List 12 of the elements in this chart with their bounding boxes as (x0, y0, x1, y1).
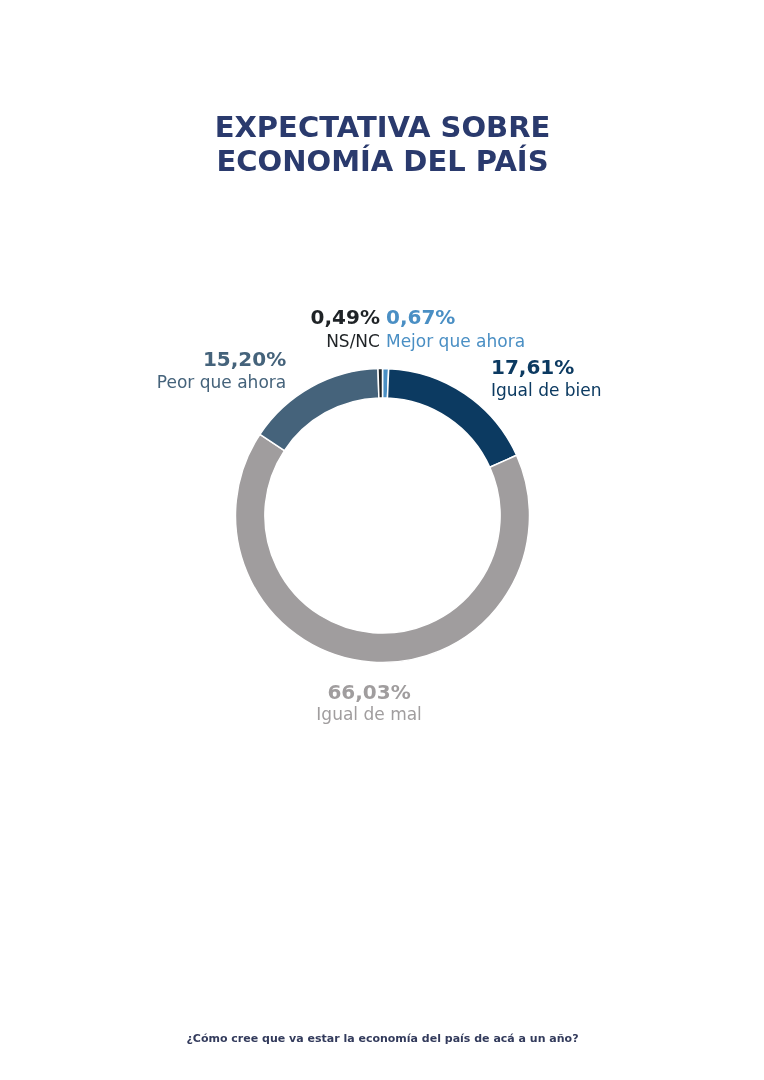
data-label: 15,20% (202, 347, 287, 372)
slice-label: NS/NC (326, 330, 380, 351)
chart-title: EXPECTATIVA SOBRE ECONOMÍA DEL PAÍS (214, 109, 551, 178)
data-label: 17,61% (491, 354, 575, 379)
slice-label: Mejor que ahora (385, 330, 526, 351)
slice-label: Peor que ahora (156, 372, 287, 393)
data-label: 0,49% (310, 304, 380, 329)
slice-label: Igual de mal (316, 703, 422, 724)
slice-label: Igual de bien (491, 379, 602, 400)
data-label: 0,67% (385, 304, 456, 329)
text: ¿Cómo cree que va estar la economía del país de acá a un año? (186, 1032, 579, 1045)
data-label: 66,03% (327, 679, 411, 704)
